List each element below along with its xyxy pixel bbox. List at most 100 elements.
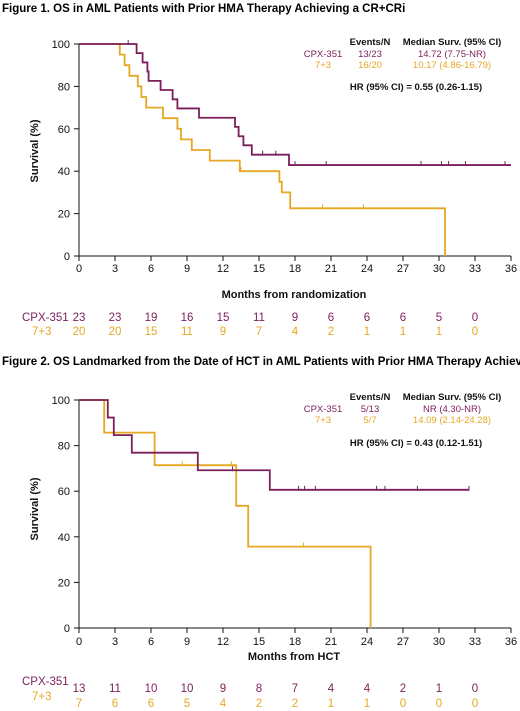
figure-2-y-tick-label: 80 bbox=[58, 441, 70, 453]
figure-1-x-tick-label: 0 bbox=[76, 263, 82, 275]
figure-1-risk-value-cpx-351: 23 bbox=[109, 312, 122, 324]
figure-1-x-tick-label: 9 bbox=[184, 263, 190, 275]
figure-1-risk-value-7plus3: 9 bbox=[220, 326, 226, 338]
figure-2-risk-value-7plus3: 5 bbox=[184, 698, 190, 710]
figure-2-x-tick-label: 33 bbox=[469, 636, 481, 648]
figure-2-y-axis-label: Survival (%) bbox=[29, 477, 41, 540]
figure-1-x-tick-label: 24 bbox=[361, 263, 373, 275]
figure-2-series-7plus3-curve bbox=[79, 399, 372, 628]
figure-1-y-tick-label: 0 bbox=[64, 251, 70, 263]
figure-2-x-tick-label: 15 bbox=[253, 636, 265, 648]
figure-2: Figure 2. OS Landmarked from the Date of… bbox=[2, 356, 520, 710]
figure-1-risk-value-7plus3: 1 bbox=[400, 326, 406, 338]
figure-1-hazard-ratio: HR (95% CI) = 0.55 (0.26-1.15) bbox=[350, 82, 482, 93]
figure-2-x-axis-label: Months from HCT bbox=[248, 651, 341, 663]
figure-2-legend-cpx-events: 5/13 bbox=[361, 404, 380, 415]
figure-1-risk-value-cpx-351: 5 bbox=[436, 312, 442, 324]
figure-2-risk-value-7plus3: 4 bbox=[220, 698, 227, 710]
figure-1-legend-median-header: Median Surv. (95% CI) bbox=[403, 37, 502, 48]
figure-1-risk-value-7plus3: 7 bbox=[256, 326, 262, 338]
figure-2-hazard-ratio: HR (95% CI) = 0.43 (0.12-1.51) bbox=[350, 438, 482, 449]
figure-1-risk-value-cpx-351: 11 bbox=[253, 312, 265, 324]
figure-2-x-tick-label: 30 bbox=[433, 636, 445, 648]
figure-1-x-tick-label: 12 bbox=[217, 263, 229, 275]
figure-2-legend-7plus3-name: 7+3 bbox=[315, 415, 331, 426]
figure-2-x-tick-label: 27 bbox=[397, 636, 409, 648]
figure-1-risk-value-7plus3: 0 bbox=[472, 326, 478, 338]
figure-2-x-tick-label: 6 bbox=[148, 636, 154, 648]
figure-1-y-tick-label: 40 bbox=[58, 166, 70, 178]
figure-1-risk-table: 23 23 19 16 15 11 9 6 6 6 5 020 20 15 11 9 7 4 2 1 1 1 0 bbox=[73, 312, 479, 338]
figure-2-risk-label-7plus3: 7+3 bbox=[32, 691, 52, 703]
figure-2-y-tick-label: 0 bbox=[64, 623, 70, 635]
figure-2-risk-value-cpx-351: 10 bbox=[145, 683, 158, 695]
figure-2-risk-table: 13 11 10 10 9 8 7 4 4 2 1 07 6 6 5 4 2 2 1 1 0 0 0 bbox=[73, 683, 479, 710]
figure-2-x-tick-label: 18 bbox=[289, 636, 301, 648]
figure-1-risk-value-cpx-351: 6 bbox=[400, 312, 406, 324]
figure-1-risk-value-7plus3: 1 bbox=[436, 326, 442, 338]
figure-1-y-axis-label: Survival (%) bbox=[29, 119, 41, 182]
figure-2-risk-value-cpx-351: 11 bbox=[109, 683, 121, 695]
figure-1-series-7plus3-curve bbox=[79, 43, 446, 256]
figure-1-x-tick-label: 6 bbox=[148, 263, 154, 275]
figure-1-y-tick-label: 80 bbox=[58, 81, 70, 93]
figure-1-x-tick-label: 21 bbox=[325, 263, 337, 275]
figure-2-legend-7plus3-median: 14.09 (2.14-24.28) bbox=[413, 415, 491, 426]
figure-2-risk-value-cpx-351: 8 bbox=[256, 683, 262, 695]
figure-2-risk-value-cpx-351: 0 bbox=[472, 683, 478, 695]
figure-1-legend-7plus3-events: 16/20 bbox=[358, 60, 382, 71]
figure-1-x-tick-label: 18 bbox=[289, 263, 301, 275]
figure-1-risk-value-7plus3: 2 bbox=[328, 326, 334, 338]
figure-2-risk-value-cpx-351: 4 bbox=[364, 683, 371, 695]
figure-1-risk-value-7plus3: 20 bbox=[109, 326, 122, 338]
figure-2-legend-cpx-median: NR (4.30-NR) bbox=[423, 404, 481, 415]
figure-1-legend-cpx-median: 14.72 (7.75-NR) bbox=[418, 49, 486, 60]
figure-2-y-tick-label: 40 bbox=[58, 532, 70, 544]
figure-2-risk-value-cpx-351: 1 bbox=[436, 683, 442, 695]
figure-2-y-tick-label: 100 bbox=[52, 395, 70, 407]
figure-1-legend-7plus3-median: 10.17 (4.86-16.79) bbox=[413, 60, 491, 71]
figure-2-risk-value-7plus3: 2 bbox=[256, 698, 262, 710]
figure-1-x-tick-label: 30 bbox=[433, 263, 445, 275]
figure-2-risk-value-7plus3: 0 bbox=[436, 698, 442, 710]
figure-2-x-tick-label: 3 bbox=[112, 636, 118, 648]
figure-1-y-tick-label: 100 bbox=[52, 39, 70, 51]
figure-1-risk-value-7plus3: 11 bbox=[181, 326, 193, 338]
figure-2-risk-value-cpx-351: 2 bbox=[400, 683, 406, 695]
figure-2-legend-median-header: Median Surv. (95% CI) bbox=[403, 392, 502, 403]
figure-1-x-tick-label: 3 bbox=[112, 263, 118, 275]
figure-2-risk-value-cpx-351: 13 bbox=[73, 683, 86, 695]
figure-2-legend-cpx-name: CPX-351 bbox=[304, 404, 343, 415]
figure-2-risk-value-7plus3: 0 bbox=[472, 698, 478, 710]
figure-1-x-tick-label: 36 bbox=[505, 263, 517, 275]
figure-2-risk-value-7plus3: 1 bbox=[328, 698, 334, 710]
figure-2-risk-value-7plus3: 1 bbox=[364, 698, 370, 710]
figure-2-risk-value-7plus3: 6 bbox=[112, 698, 118, 710]
figure-1-risk-label-cpx: CPX-351 bbox=[22, 312, 69, 324]
figure-2-risk-value-cpx-351: 4 bbox=[328, 683, 335, 695]
figure-1-title: Figure 1. OS in AML Patients with Prior … bbox=[2, 3, 405, 15]
figure-2-risk-value-cpx-351: 7 bbox=[292, 683, 298, 695]
figure-1-legend-events-header: Events/N bbox=[350, 37, 391, 48]
figure-1-legend-cpx-name: CPX-351 bbox=[304, 49, 343, 60]
figure-1: Figure 1. OS in AML Patients with Prior … bbox=[2, 3, 517, 338]
figure-1-risk-value-cpx-351: 6 bbox=[328, 312, 334, 324]
figure-2-risk-value-7plus3: 2 bbox=[292, 698, 298, 710]
figure-1-risk-value-cpx-351: 19 bbox=[145, 312, 158, 324]
figure-1-series-cpx-351-curve bbox=[79, 43, 511, 166]
figure-1-x-tick-label: 33 bbox=[469, 263, 481, 275]
figure-1-x-tick-label: 27 bbox=[397, 263, 409, 275]
figure-2-risk-value-cpx-351: 10 bbox=[181, 683, 194, 695]
figure-2-x-tick-label: 0 bbox=[76, 636, 82, 648]
figure-1-legend-cpx-events: 13/23 bbox=[358, 49, 382, 60]
figure-2-risk-value-7plus3: 0 bbox=[400, 698, 406, 710]
figure-1-risk-value-7plus3: 20 bbox=[73, 326, 86, 338]
figure-2-x-tick-label: 24 bbox=[361, 636, 373, 648]
figure-1-risk-value-cpx-351: 0 bbox=[472, 312, 478, 324]
figure-1-risk-value-7plus3: 15 bbox=[145, 326, 158, 338]
figure-2-risk-label-cpx: CPX-351 bbox=[22, 676, 69, 688]
figure-1-y-tick-label: 20 bbox=[58, 209, 70, 221]
figure-2-legend-7plus3-events: 5/7 bbox=[363, 415, 376, 426]
figure-1-x-axis-label: Months from randomization bbox=[222, 289, 367, 301]
